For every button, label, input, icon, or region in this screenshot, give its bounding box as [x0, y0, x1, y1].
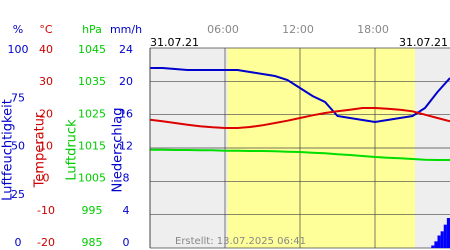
y-tick-label: 30 — [39, 75, 53, 88]
y-tick-label: 100 — [8, 43, 29, 56]
y-tick-label: 4 — [123, 204, 130, 217]
axis-unit: °C — [39, 23, 53, 36]
axis-unit: hPa — [82, 23, 102, 36]
y-tick-label: 50 — [11, 140, 25, 153]
y-tick-label: 1005 — [78, 172, 106, 185]
precip-bar — [431, 245, 435, 248]
y-tick-label: 1015 — [78, 140, 106, 153]
y-tick-label: -10 — [37, 204, 55, 217]
date-label: 31.07.21 — [150, 36, 199, 49]
axis-title: Luftfeuchtigkeit — [1, 99, 16, 201]
precip-bar — [440, 231, 444, 248]
y-tick-label: 20 — [119, 75, 133, 88]
y-tick-label: 0 — [123, 236, 130, 249]
y-tick-label: 16 — [119, 107, 133, 120]
series-line — [149, 107, 450, 129]
y-tick-label: -20 — [37, 236, 55, 249]
axis-unit: mm/h — [110, 23, 142, 36]
footer: Erstellt: 13.07.2025 06:41 — [175, 236, 306, 247]
precip-bar — [437, 235, 441, 248]
y-tick-label: 1045 — [78, 43, 106, 56]
axis-unit: % — [13, 23, 23, 36]
y-tick-label: 995 — [82, 204, 103, 217]
axis-title: Niederschlag — [111, 108, 126, 193]
y-tick-label: 0 — [43, 172, 50, 185]
y-tick-label: 0 — [15, 236, 22, 249]
y-tick-label: 1025 — [78, 107, 106, 120]
y-tick-label: 75 — [11, 91, 25, 104]
precip-bar — [434, 241, 438, 248]
y-tick-label: 1035 — [78, 75, 106, 88]
axis-title: Luftdruck — [65, 119, 80, 181]
y-tick-label: 985 — [82, 236, 103, 249]
x-tick-label: 06:00 — [207, 23, 239, 36]
precip-bar — [443, 224, 447, 248]
x-tick-label: 12:00 — [282, 23, 314, 36]
y-tick-label: 12 — [119, 140, 133, 153]
y-tick-label: 8 — [123, 172, 130, 185]
series-line — [150, 67, 450, 124]
x-tick-label: 18:00 — [357, 23, 389, 36]
precip-bar — [446, 218, 450, 248]
y-tick-label: 24 — [119, 43, 133, 56]
y-tick-label: 10 — [39, 140, 53, 153]
y-tick-label: 20 — [39, 107, 53, 120]
date-label: 31.07.21 — [399, 36, 448, 49]
y-tick-label: 25 — [11, 188, 25, 201]
y-tick-label: 40 — [39, 43, 53, 56]
series-line — [150, 148, 450, 161]
axis-title: Temperatur — [33, 112, 48, 188]
